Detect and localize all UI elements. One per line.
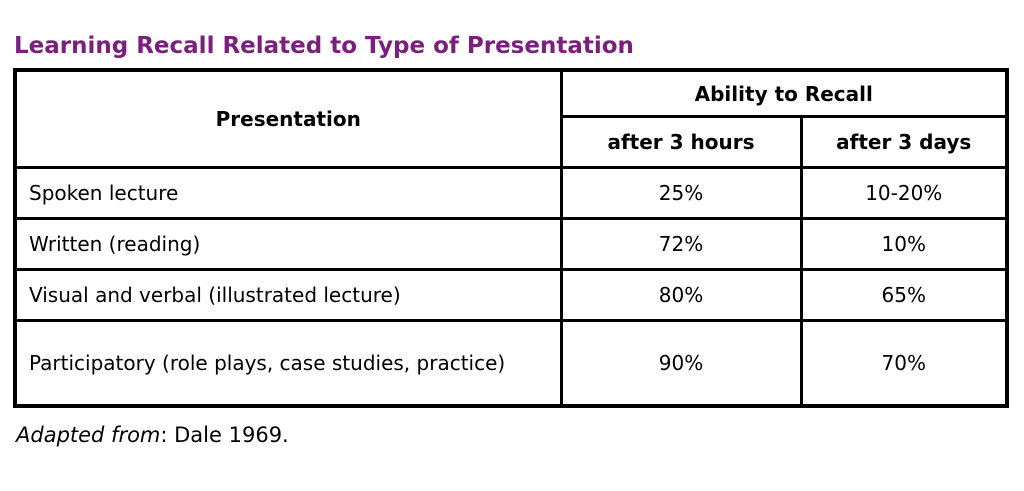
recall-3-days-cell: 10% — [799, 216, 1009, 271]
presentation-cell: Written (reading) — [13, 216, 563, 271]
page: Learning Recall Related to Type of Prese… — [13, 33, 1009, 447]
source-note-label: Adapted from — [16, 423, 161, 448]
recall-3-hours-cell: 80% — [559, 267, 803, 322]
recall-3-hours-cell: 90% — [559, 318, 803, 408]
column-header-presentation: Presentation — [13, 68, 563, 169]
page-title: Learning Recall Related to Type of Prese… — [14, 33, 634, 59]
table-body: Spoken lecture 25% 10-20% Written (readi… — [13, 165, 1009, 408]
presentation-cell: Spoken lecture — [13, 165, 563, 220]
source-note: Adapted from: Dale 1969. — [16, 423, 1005, 447]
column-header-after-3-days: after 3 days — [799, 114, 1009, 169]
source-note-citation: : Dale 1969. — [160, 423, 289, 448]
recall-3-days-cell: 10-20% — [799, 165, 1009, 220]
learning-recall-table: Presentation Ability to Recall after 3 h… — [13, 68, 1009, 409]
recall-3-days-cell: 70% — [799, 318, 1009, 408]
recall-3-days-cell: 65% — [799, 267, 1009, 322]
recall-3-hours-cell: 72% — [559, 216, 803, 271]
table-header: Presentation Ability to Recall after 3 h… — [13, 68, 1009, 169]
presentation-cell: Visual and verbal (illustrated lecture) — [13, 267, 563, 322]
table-row: Visual and verbal (illustrated lecture) … — [13, 267, 1009, 322]
table-row: Written (reading) 72% 10% — [13, 216, 1009, 271]
presentation-cell: Participatory (role plays, case studies,… — [13, 318, 563, 408]
table-row: Participatory (role plays, case studies,… — [13, 318, 1009, 408]
column-header-after-3-hours: after 3 hours — [559, 114, 803, 169]
table-row: Spoken lecture 25% 10-20% — [13, 165, 1009, 220]
recall-3-hours-cell: 25% — [559, 165, 803, 220]
column-group-header-ability-to-recall: Ability to Recall — [559, 68, 1009, 118]
